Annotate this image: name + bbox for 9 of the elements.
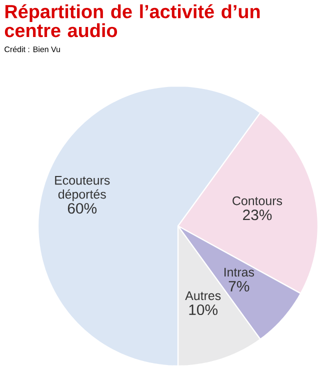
data-label: 10% <box>189 304 218 316</box>
slice-label: Autres <box>185 291 221 300</box>
data-label: 23% <box>243 210 272 220</box>
chart-title: Répartition de l’activité d’un centre audio <box>4 4 260 38</box>
slice-label: Ecouteurs déportés <box>55 176 110 202</box>
slice-label: Contours <box>232 196 282 206</box>
data-label: 7% <box>228 281 250 292</box>
slice-label: Intras <box>224 268 254 277</box>
data-label: 60% <box>68 203 97 214</box>
